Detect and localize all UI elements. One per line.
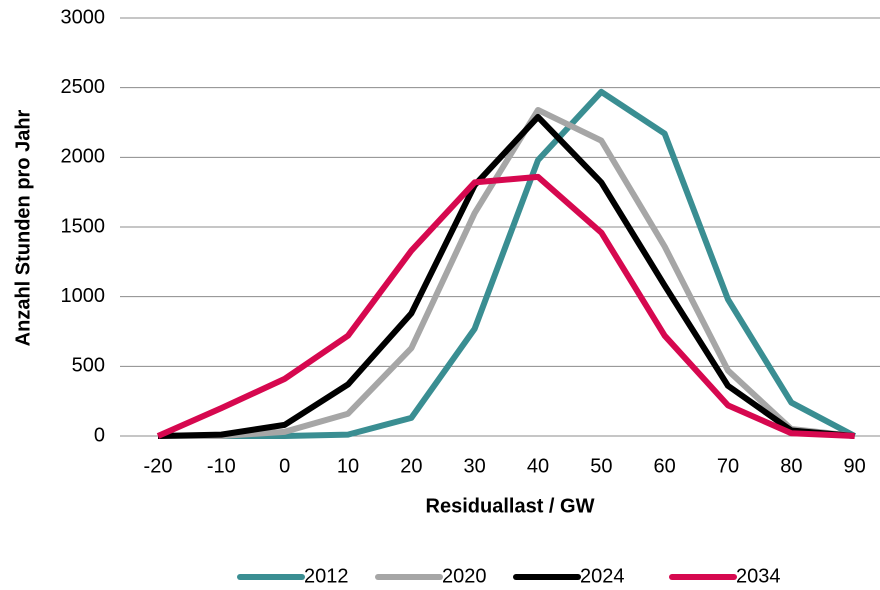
legend-label: 2020 [442, 565, 487, 587]
x-tick-label: -20 [144, 455, 173, 477]
x-tick-label: 30 [464, 455, 486, 477]
x-tick-label: 60 [654, 455, 676, 477]
legend-label: 2034 [736, 565, 781, 587]
x-tick-label: 20 [400, 455, 422, 477]
data-line [158, 92, 855, 436]
x-tick-label: 70 [717, 455, 739, 477]
page: Residuallast / GW Anzahl Stunden pro Jah… [0, 0, 880, 590]
x-tick-label: 10 [337, 455, 359, 477]
legend-label: 2024 [580, 565, 625, 587]
x-tick-label: 0 [279, 455, 290, 477]
x-tick-label: 80 [780, 455, 802, 477]
chart: Residuallast / GW Anzahl Stunden pro Jah… [0, 0, 880, 590]
legend-label: 2012 [304, 565, 349, 587]
y-tick-label: 2500 [61, 76, 106, 98]
y-tick-label: 500 [72, 355, 105, 377]
y-tick-label: 2000 [61, 146, 106, 168]
y-axis-title: Anzahl Stunden pro Jahr [12, 109, 34, 346]
y-tick-label: 0 [94, 424, 105, 446]
y-tick-label: 1500 [61, 215, 106, 237]
y-tick-label: 3000 [61, 6, 106, 28]
x-tick-label: 50 [590, 455, 612, 477]
x-tick-label: 40 [527, 455, 549, 477]
y-tick-label: 1000 [61, 285, 106, 307]
x-tick-label: 90 [844, 455, 866, 477]
data-line [158, 177, 855, 436]
x-tick-label: -10 [207, 455, 236, 477]
x-axis-title: Residuallast / GW [426, 495, 595, 517]
